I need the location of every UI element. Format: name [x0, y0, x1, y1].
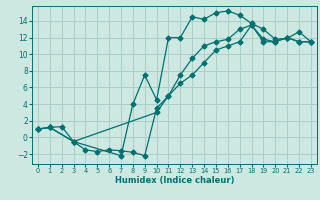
X-axis label: Humidex (Indice chaleur): Humidex (Indice chaleur) [115, 176, 234, 185]
